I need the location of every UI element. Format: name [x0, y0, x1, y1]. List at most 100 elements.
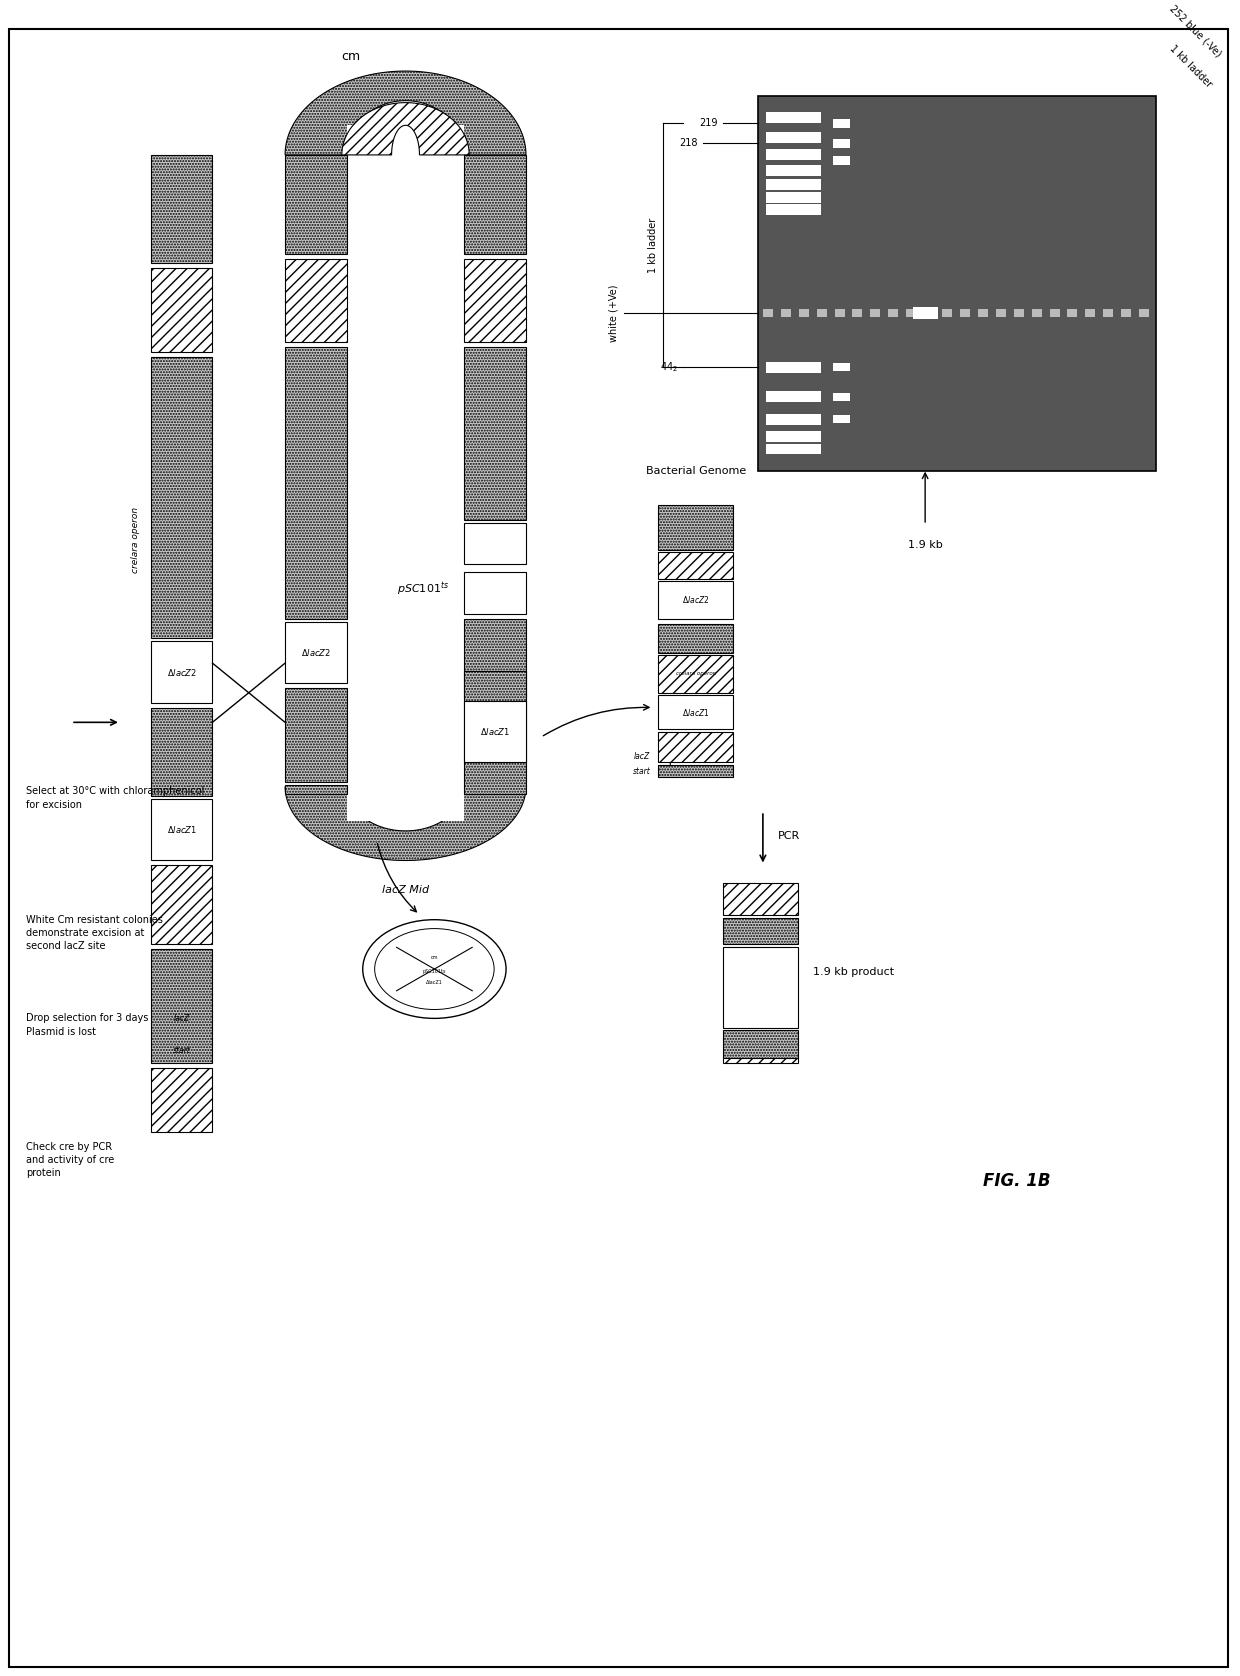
Bar: [1049, 310, 1059, 317]
Bar: [1068, 310, 1078, 317]
Text: cm: cm: [341, 50, 361, 64]
Text: PCR: PCR: [777, 831, 800, 841]
Text: 1 kb ladder: 1 kb ladder: [649, 218, 658, 273]
Bar: [658, 655, 733, 692]
Text: 1.9 kb product: 1.9 kb product: [812, 967, 894, 977]
Bar: [464, 572, 526, 613]
Bar: [766, 179, 821, 189]
Bar: [832, 364, 851, 370]
Bar: [799, 310, 808, 317]
Bar: [658, 623, 733, 654]
Bar: [924, 310, 934, 317]
Bar: [1140, 310, 1149, 317]
Bar: [913, 307, 939, 318]
Bar: [766, 362, 821, 372]
Bar: [960, 310, 970, 317]
Bar: [151, 799, 212, 860]
Bar: [723, 947, 797, 1029]
Bar: [658, 696, 733, 729]
Bar: [766, 166, 821, 176]
Bar: [285, 687, 347, 781]
Bar: [758, 96, 1156, 471]
Text: $\Delta lacZ1$: $\Delta lacZ1$: [166, 825, 197, 835]
Bar: [464, 347, 526, 520]
Bar: [151, 707, 212, 796]
Text: Select at 30°C with chloramphenicol
for excision: Select at 30°C with chloramphenicol for …: [26, 786, 205, 810]
Bar: [1104, 310, 1114, 317]
Bar: [658, 504, 733, 550]
Bar: [151, 865, 212, 944]
Bar: [832, 416, 851, 424]
Text: Bacterial Genome: Bacterial Genome: [646, 466, 745, 476]
Bar: [996, 310, 1006, 317]
Bar: [766, 193, 821, 203]
Bar: [766, 444, 821, 454]
Bar: [464, 701, 526, 763]
Text: $\Delta lacZ2$: $\Delta lacZ2$: [166, 667, 197, 677]
Bar: [781, 310, 791, 317]
Bar: [835, 310, 844, 317]
Bar: [832, 119, 851, 127]
Text: $\Delta lacZ1$: $\Delta lacZ1$: [480, 726, 510, 737]
Text: white (+Ve): white (+Ve): [609, 285, 619, 342]
Bar: [723, 883, 797, 915]
Bar: [832, 139, 851, 147]
Bar: [766, 414, 821, 424]
Text: cm: cm: [430, 955, 438, 960]
Text: start: start: [172, 1046, 191, 1056]
Bar: [464, 670, 526, 794]
Bar: [763, 310, 773, 317]
Bar: [464, 154, 526, 253]
Text: 219: 219: [699, 119, 718, 129]
Text: 44$_2$: 44$_2$: [660, 360, 678, 374]
Bar: [285, 784, 347, 794]
Bar: [658, 764, 733, 776]
Bar: [464, 258, 526, 342]
Text: crelara operon: crelara operon: [676, 672, 715, 677]
Bar: [285, 347, 347, 618]
Bar: [906, 310, 916, 317]
Text: crelara operon: crelara operon: [131, 506, 140, 573]
Text: 1 kb ladder: 1 kb ladder: [1168, 44, 1214, 89]
Text: 218: 218: [680, 137, 698, 147]
Bar: [888, 310, 898, 317]
Bar: [766, 391, 821, 402]
Polygon shape: [285, 70, 526, 154]
Bar: [817, 310, 827, 317]
Bar: [1085, 310, 1095, 317]
Ellipse shape: [363, 920, 506, 1019]
Bar: [347, 126, 464, 821]
Text: lacZ: lacZ: [634, 753, 651, 761]
Polygon shape: [342, 102, 469, 154]
Bar: [978, 310, 988, 317]
Text: lacZ Mid: lacZ Mid: [382, 885, 429, 895]
Text: lacZ: lacZ: [174, 1014, 190, 1022]
Text: 1.9 kb: 1.9 kb: [908, 540, 942, 550]
Bar: [766, 431, 821, 441]
Text: ΔlacZ1: ΔlacZ1: [427, 980, 443, 985]
Bar: [151, 642, 212, 702]
Bar: [723, 1058, 797, 1063]
Bar: [151, 268, 212, 352]
Bar: [658, 551, 733, 580]
Bar: [464, 523, 526, 565]
Bar: [285, 622, 347, 682]
Bar: [1014, 310, 1024, 317]
Bar: [285, 154, 347, 253]
Bar: [1032, 310, 1042, 317]
Text: 252 blue (-Ve): 252 blue (-Ve): [1168, 3, 1224, 59]
Text: Check cre by PCR
and activity of cre
protein: Check cre by PCR and activity of cre pro…: [26, 1141, 114, 1178]
Bar: [1121, 310, 1131, 317]
Bar: [658, 582, 733, 618]
Bar: [766, 149, 821, 161]
Bar: [658, 732, 733, 763]
Bar: [151, 949, 212, 1063]
Bar: [151, 357, 212, 639]
Bar: [852, 310, 863, 317]
Text: $\Delta lacZ2$: $\Delta lacZ2$: [682, 595, 709, 605]
Bar: [151, 1068, 212, 1131]
Bar: [766, 204, 821, 215]
Bar: [723, 918, 797, 944]
Text: $\Delta lacZ2$: $\Delta lacZ2$: [301, 647, 331, 657]
Bar: [832, 392, 851, 401]
